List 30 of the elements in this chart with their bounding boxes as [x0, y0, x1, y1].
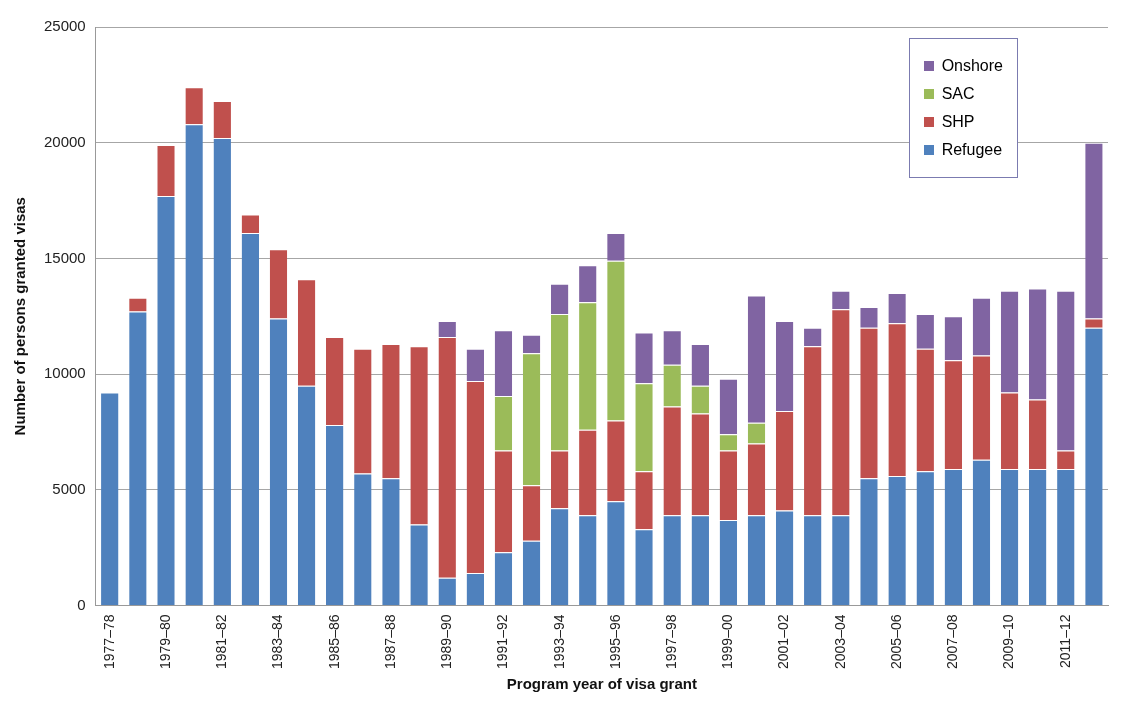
y-tick-label: 0: [77, 595, 86, 613]
x-tick-label: 2001–02: [775, 614, 792, 670]
x-tick-label: 1995–96: [606, 614, 623, 670]
legend-label: SHP: [941, 113, 975, 131]
x-tick-label: 2009–10: [1000, 614, 1017, 670]
x-tick-label: 2011–12: [1056, 614, 1073, 668]
x-tick-label: 1997–98: [663, 614, 680, 670]
x-tick-label: 2005–06: [887, 614, 904, 670]
legend-label: SAC: [941, 85, 975, 103]
x-tick-label: 1977–78: [100, 614, 117, 670]
legend-label: Refugee: [941, 141, 1003, 159]
x-axis-title: Program year of visa grant: [506, 675, 697, 693]
y-tick-label: 15000: [43, 248, 86, 266]
y-tick-label: 25000: [43, 17, 86, 35]
y-tick-label: 20000: [43, 132, 86, 150]
y-tick-label: 5000: [52, 479, 86, 497]
x-tick-label: 1989–90: [438, 614, 455, 670]
x-tick-label: 2003–04: [831, 614, 848, 670]
x-tick-label: 1983–84: [269, 614, 286, 670]
x-tick-label: 1979–80: [156, 614, 173, 670]
x-tick-label: 1981–82: [213, 614, 230, 670]
x-tick-label: 2007–08: [944, 614, 961, 670]
x-tick-label: 1985–86: [325, 614, 342, 670]
x-tick-label: 1987–88: [381, 614, 398, 670]
y-tick-label: 10000: [43, 364, 86, 382]
x-tick-label: 1991–92: [494, 614, 511, 670]
legend-label: Onshore: [941, 57, 1003, 75]
x-tick-label: 1999–00: [719, 614, 736, 670]
x-tick-label: 1993–94: [550, 614, 567, 670]
y-axis-title: Number of persons granted visas: [11, 197, 29, 436]
